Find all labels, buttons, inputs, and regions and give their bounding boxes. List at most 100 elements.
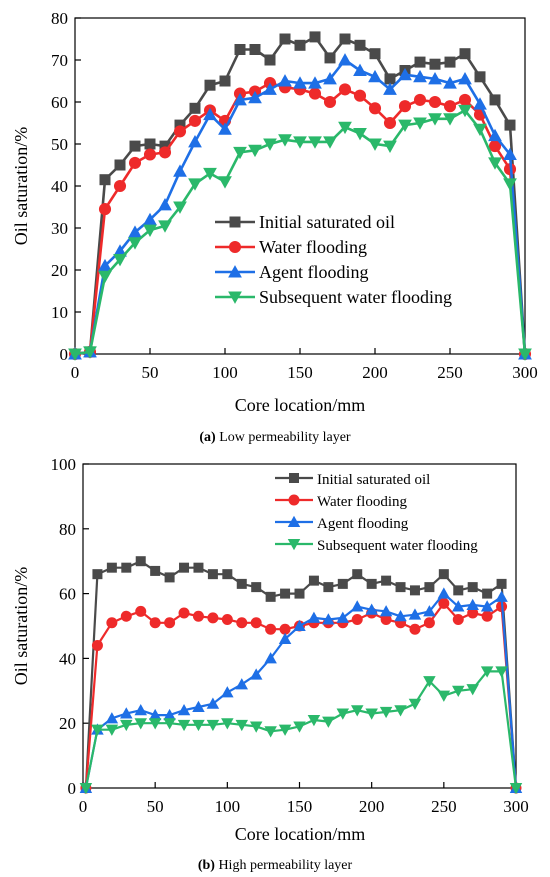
data-point-initial <box>294 588 305 599</box>
data-point-subsequent <box>308 136 322 149</box>
data-point-water <box>380 614 392 626</box>
data-point-agent <box>158 198 172 211</box>
data-point-initial <box>234 44 246 55</box>
x-tick-label: 50 <box>142 363 159 382</box>
data-point-water <box>120 610 132 622</box>
data-point-agent <box>293 619 306 631</box>
data-point-agent <box>249 668 263 680</box>
data-point-initial <box>453 585 464 596</box>
data-point-agent <box>495 590 508 602</box>
x-tick-label: 250 <box>437 363 463 382</box>
data-point-water <box>149 617 161 629</box>
data-point-initial <box>150 565 161 576</box>
data-point-water <box>128 156 142 169</box>
data-point-water <box>236 617 248 629</box>
data-point-water <box>135 605 147 617</box>
data-point-initial <box>159 140 171 152</box>
data-point-agent <box>423 605 436 617</box>
data-point-initial <box>280 588 291 599</box>
data-point-initial <box>395 582 406 593</box>
data-point-agent <box>428 72 442 85</box>
data-point-initial <box>308 575 319 586</box>
data-point-water <box>467 607 479 619</box>
data-point-agent <box>480 600 494 612</box>
data-point-initial <box>164 572 175 583</box>
x-tick-label: 50 <box>147 797 164 816</box>
data-point-initial <box>264 54 276 66</box>
data-point-water <box>164 617 176 629</box>
data-point-water <box>368 102 382 115</box>
data-point-initial <box>106 562 117 573</box>
data-point-subsequent <box>452 685 465 698</box>
data-point-initial <box>424 582 435 593</box>
data-point-agent <box>394 610 407 622</box>
data-point-initial <box>384 73 396 85</box>
legend-marker-initial <box>289 473 299 483</box>
data-point-water <box>192 610 204 622</box>
data-point-water <box>188 114 202 127</box>
panel-a-x-axis-title: Core location/mm <box>235 395 365 415</box>
data-point-initial <box>99 174 111 186</box>
data-point-water <box>409 623 421 635</box>
data-point-initial <box>489 94 501 106</box>
data-point-initial <box>219 75 231 87</box>
data-point-agent <box>350 600 364 612</box>
data-point-initial <box>366 578 377 589</box>
data-point-water <box>279 623 291 635</box>
data-point-agent <box>336 611 350 623</box>
data-point-subsequent <box>98 270 112 284</box>
x-tick-label: 0 <box>71 363 80 382</box>
legend-marker-subsequent <box>287 539 301 551</box>
data-point-initial <box>114 159 126 171</box>
data-point-water <box>353 89 367 102</box>
data-point-subsequent <box>206 719 220 732</box>
data-point-agent <box>365 603 378 615</box>
data-point-water <box>443 100 457 113</box>
data-point-subsequent <box>293 721 306 733</box>
x-tick-label: 250 <box>431 797 457 816</box>
data-point-initial <box>482 588 493 599</box>
data-point-subsequent <box>68 348 82 361</box>
data-point-initial <box>474 71 486 83</box>
legend-marker-water <box>288 494 300 506</box>
data-point-agent <box>113 244 127 257</box>
data-point-agent <box>203 107 217 121</box>
data-point-initial <box>179 562 190 573</box>
data-point-agent <box>452 600 465 612</box>
data-point-water <box>178 607 190 619</box>
data-point-water <box>481 610 493 622</box>
panel-a-low-permeability: 0 50 100 150 200 250 300 0 10 20 30 40 50 60 70 80 Init… <box>11 9 538 445</box>
data-point-water <box>158 146 172 159</box>
data-point-initial <box>121 562 132 573</box>
data-point-subsequent <box>158 220 172 233</box>
data-point-subsequent <box>437 690 451 702</box>
data-point-subsequent <box>365 708 378 720</box>
data-point-initial <box>354 39 366 51</box>
y-tick-label: 80 <box>51 9 68 28</box>
data-point-initial <box>189 102 201 114</box>
data-point-agent <box>293 76 307 89</box>
data-point-subsequent <box>83 346 97 359</box>
data-point-water <box>308 87 322 100</box>
data-point-agent <box>148 708 162 721</box>
data-point-agent <box>218 122 232 135</box>
legend-label-subsequent: Subsequent water flooding <box>317 538 478 554</box>
data-point-subsequent <box>495 666 508 678</box>
x-tick-label: 200 <box>362 363 388 382</box>
data-point-subsequent <box>105 724 119 736</box>
data-point-subsequent <box>248 144 262 158</box>
data-point-initial <box>352 569 363 580</box>
panel-b-legend: Initial saturated oil Water flooding Agent… <box>275 472 478 554</box>
data-point-agent <box>466 598 479 610</box>
data-point-subsequent <box>443 113 457 126</box>
data-point-subsequent <box>336 708 350 720</box>
data-point-initial <box>294 39 306 51</box>
y-tick-label: 0 <box>60 345 69 364</box>
data-point-agent <box>323 72 337 85</box>
legend-label-agent: Agent flooding <box>317 516 409 532</box>
legend-label-initial: Initial saturated oil <box>317 472 430 488</box>
legend-label-water: Water flooding <box>259 237 367 257</box>
data-point-agent <box>98 258 112 272</box>
data-point-water <box>458 93 472 106</box>
